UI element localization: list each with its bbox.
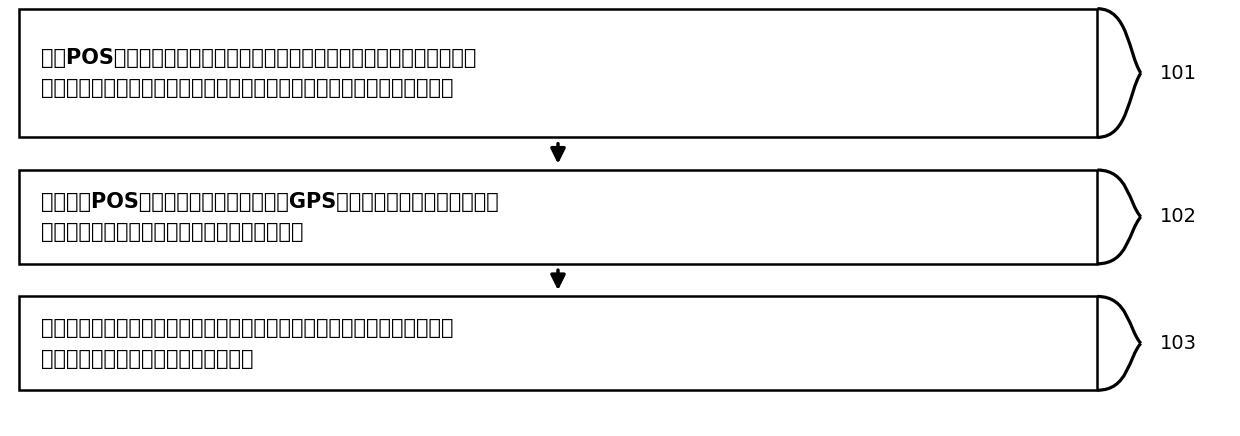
Text: 采用基于POS设备的位置姿态参数和基于GPS设备辅助空三的外方位元素交
互验证的方法，对获取的多传感器数据进行检核: 采用基于POS设备的位置姿态参数和基于GPS设备辅助空三的外方位元素交 互验证的… xyxy=(41,192,498,242)
FancyBboxPatch shape xyxy=(19,296,1097,390)
FancyBboxPatch shape xyxy=(19,9,1097,137)
FancyBboxPatch shape xyxy=(19,170,1097,264)
Text: 利用所述影像直接地理定位外方位元素初值以及直接利用控制点绝对定向，
均匀采集检校场外业检查点，进行校验: 利用所述影像直接地理定位外方位元素初值以及直接利用控制点绝对定向， 均匀采集检校… xyxy=(41,318,454,368)
Text: 利用POS设备记录的姿态信息，进行转换后得到影像直接地理定位外方位元
素初值，利用单片后方交会方法获取外方位元素作为真值，解算外方位元素: 利用POS设备记录的姿态信息，进行转换后得到影像直接地理定位外方位元 素初值，利… xyxy=(41,48,476,98)
Text: 103: 103 xyxy=(1159,334,1197,353)
Text: 101: 101 xyxy=(1159,64,1197,82)
Text: 102: 102 xyxy=(1159,208,1197,226)
